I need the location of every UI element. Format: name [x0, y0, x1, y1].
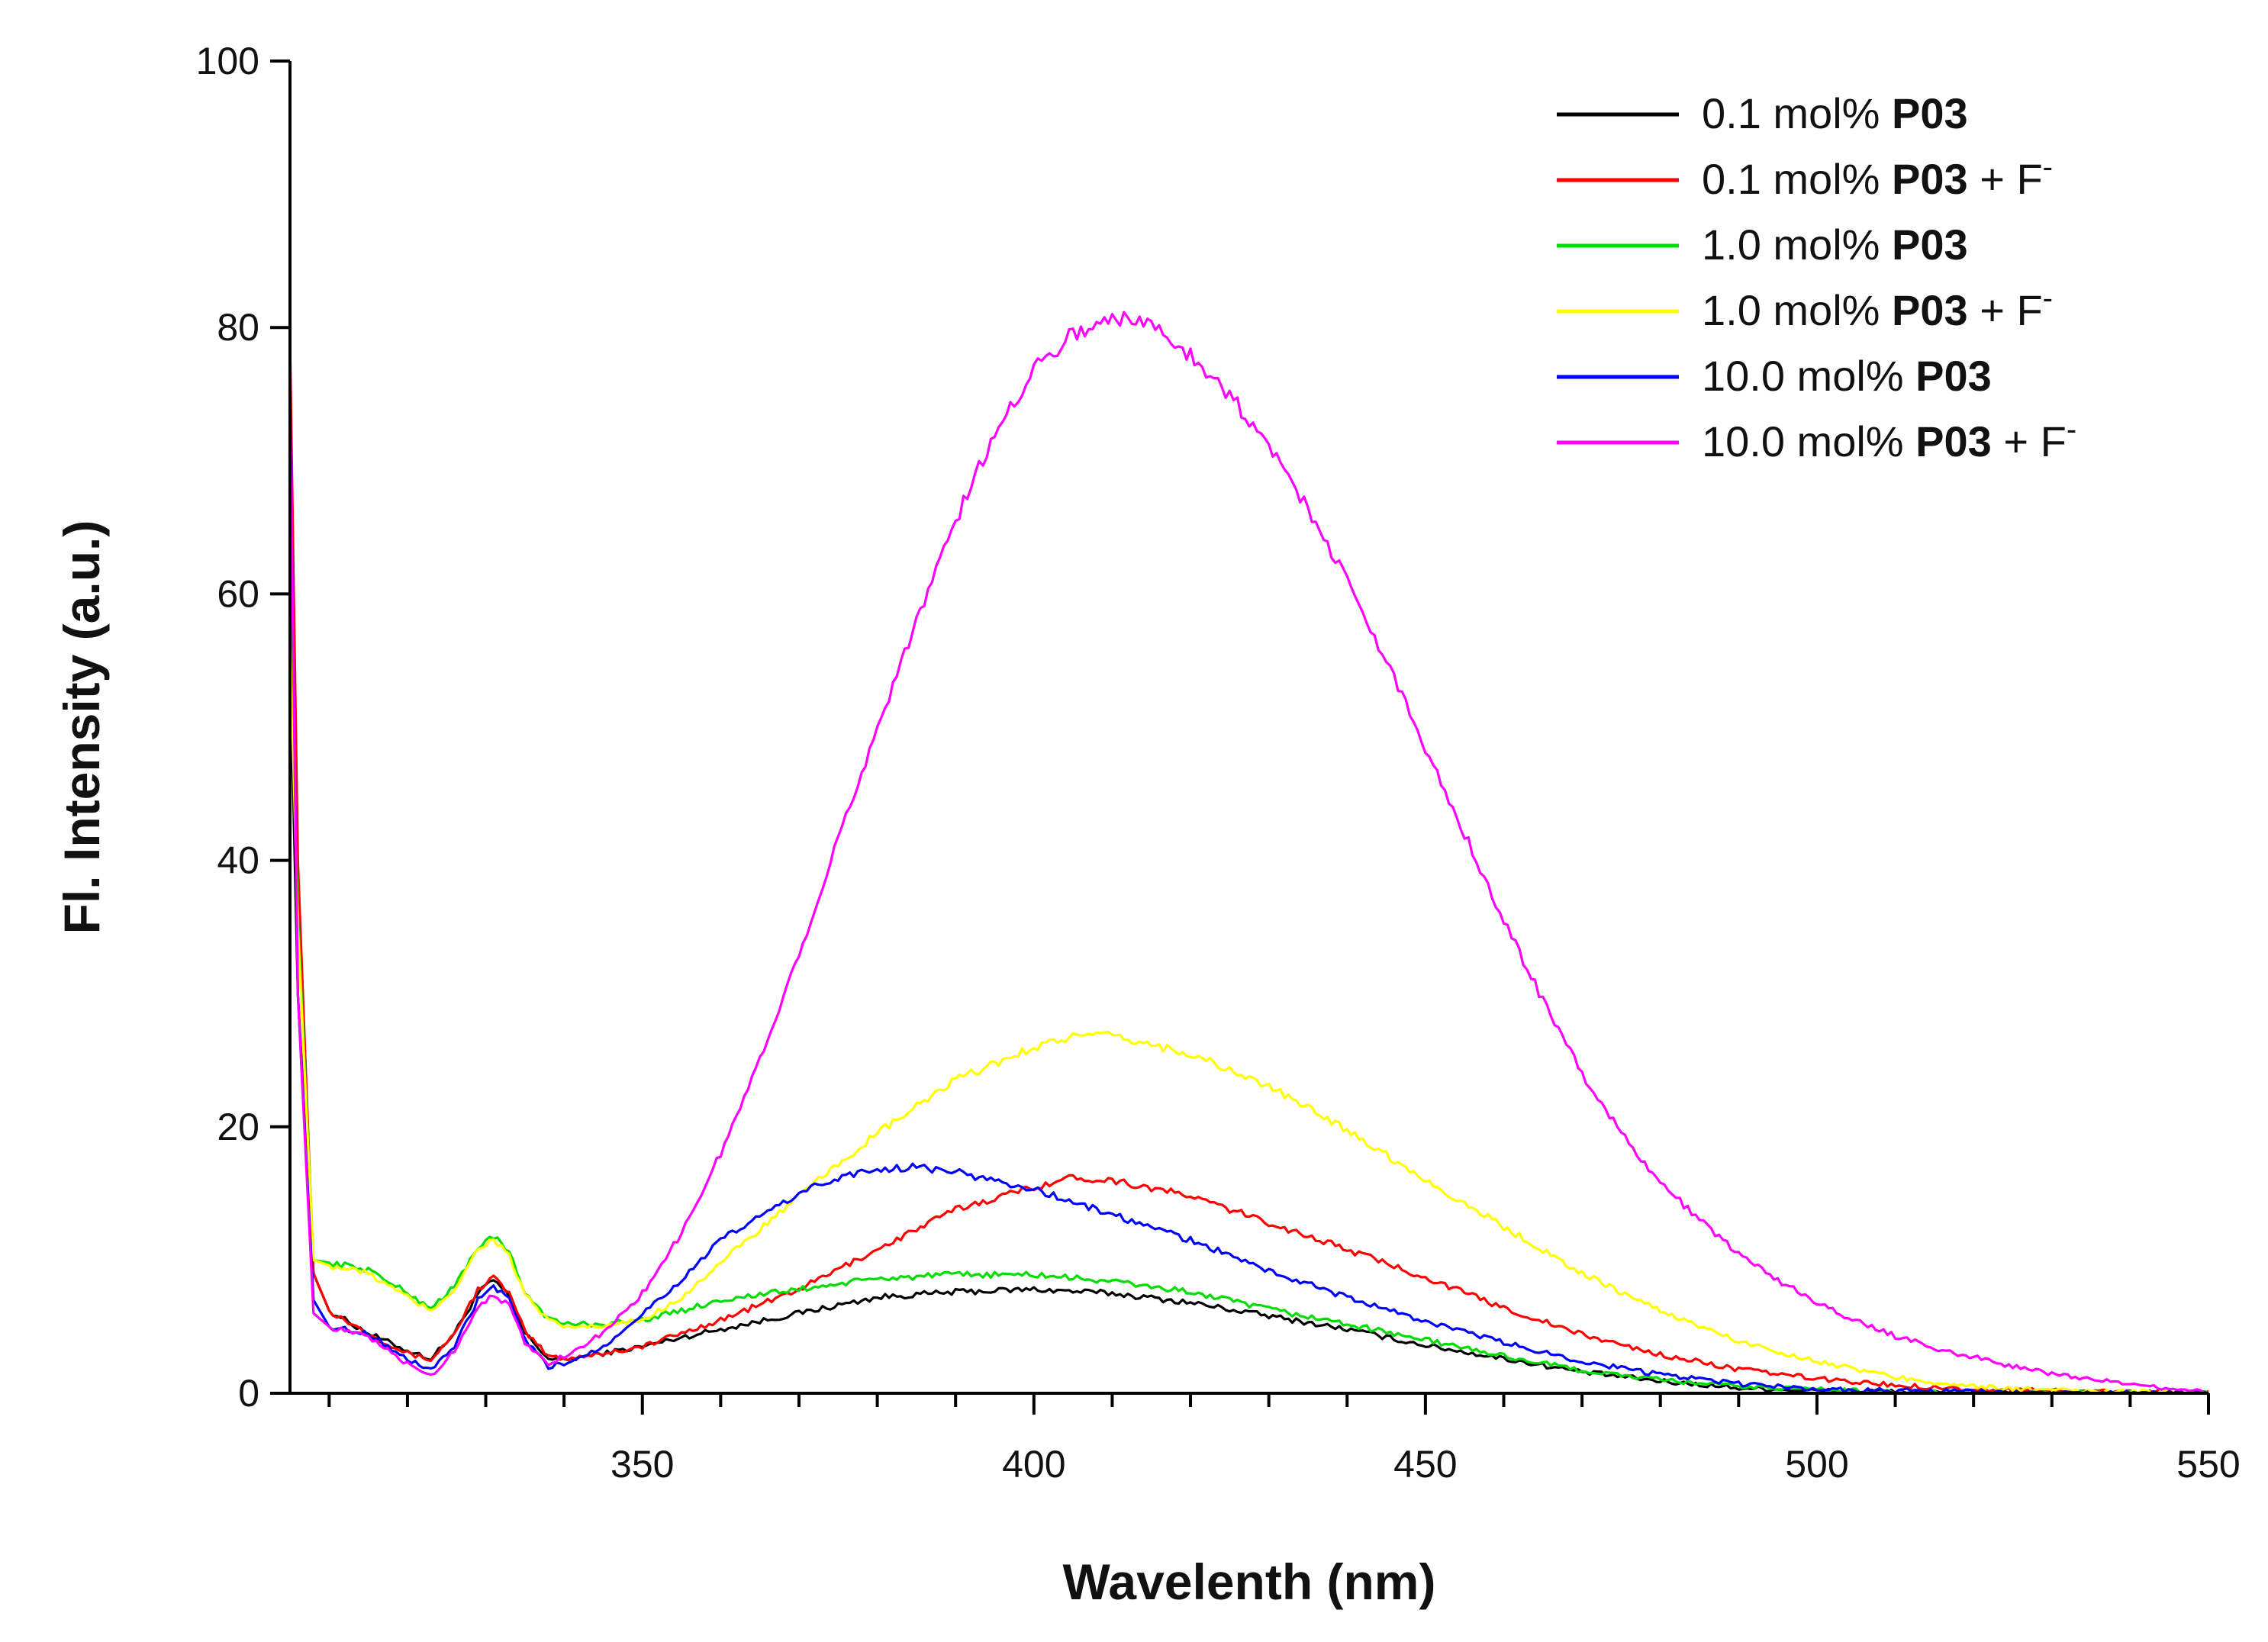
legend-label-bold: P03 [1915, 352, 1992, 400]
legend-label-superscript: - [2043, 150, 2053, 184]
y-tick-label: 20 [217, 1106, 259, 1148]
series-line-5 [288, 394, 2209, 1395]
legend-label: 0.1 mol% P03 [1702, 89, 1968, 137]
legend-label: 0.1 mol% P03 + F- [1702, 150, 2053, 203]
series-line-2 [288, 340, 2209, 1395]
legend-label: 1.0 mol% P03 + F- [1702, 282, 2053, 334]
legend-label-prefix: 10.0 mol% [1702, 417, 1915, 465]
legend-label-bold: P03 [1892, 89, 1968, 137]
legend-label: 10.0 mol% P03 + F- [1702, 413, 2076, 465]
legend-label: 1.0 mol% P03 [1702, 221, 1968, 269]
y-tick-label: 60 [217, 572, 259, 615]
legend-label-bold: P03 [1892, 221, 1968, 269]
legend-label-suffix: + F [1992, 417, 2067, 465]
x-tick-label: 400 [1002, 1443, 1065, 1486]
x-tick-label: 550 [2176, 1443, 2240, 1486]
legend-label-prefix: 0.1 mol% [1702, 89, 1892, 137]
y-tick-label: 100 [196, 40, 259, 82]
series-line-6 [288, 311, 2209, 1395]
legend-label-prefix: 10.0 mol% [1702, 352, 1915, 400]
legend-label-prefix: 0.1 mol% [1702, 155, 1892, 203]
axis-ticks: 0 20 40 60 80 100 350 400 450 500 550 [196, 40, 2241, 1486]
legend-label-bold: P03 [1892, 286, 1968, 334]
y-tick-label: 0 [238, 1372, 259, 1415]
x-tick-label: 350 [610, 1443, 674, 1486]
x-axis-title: Wavelenth (nm) [1063, 1553, 1436, 1610]
series-line-4 [288, 633, 2208, 1395]
series-line-1 [288, 647, 2209, 1395]
series-lines [288, 311, 2209, 1395]
legend-label-bold: P03 [1892, 155, 1968, 203]
chart-axes [288, 61, 2208, 1395]
legend-label-prefix: 1.0 mol% [1702, 286, 1892, 334]
legend-label-prefix: 1.0 mol% [1702, 221, 1892, 269]
y-axis-title: Fl. Intensity (a.u.) [53, 520, 110, 935]
y-tick-label: 40 [217, 839, 259, 882]
legend-label-bold: P03 [1915, 417, 1992, 465]
series-line-3 [288, 594, 2209, 1395]
legend-label-suffix: + F [1968, 286, 2043, 334]
legend-label-superscript: - [2067, 413, 2076, 446]
x-tick-label: 500 [1785, 1443, 1848, 1486]
x-tick-label: 450 [1393, 1443, 1457, 1486]
legend-label-superscript: - [2043, 282, 2053, 315]
y-tick-label: 80 [217, 306, 259, 349]
legend-label-suffix: + F [1968, 155, 2043, 203]
legend-label: 10.0 mol% P03 [1702, 352, 1992, 400]
